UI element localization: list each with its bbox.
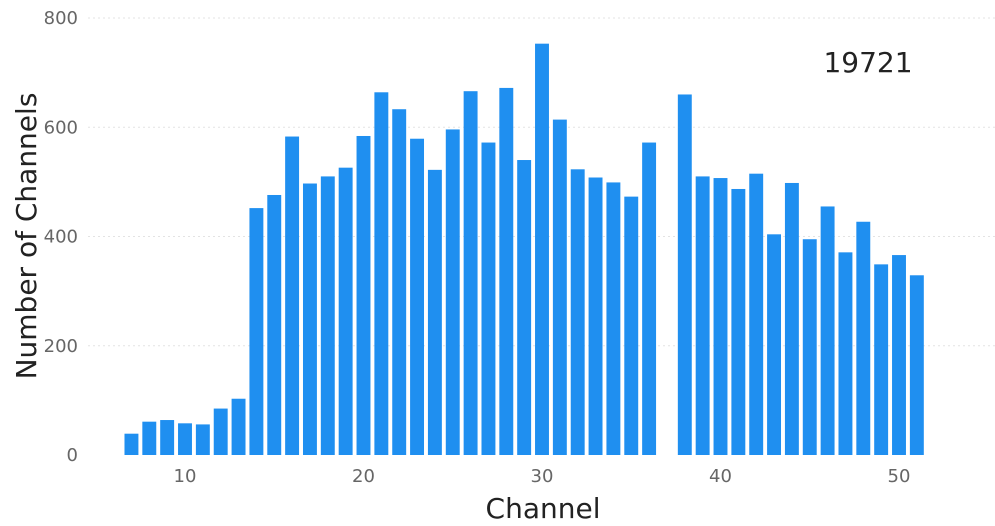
y-tick-label: 600 <box>44 117 78 138</box>
bar-channel-22 <box>392 109 407 455</box>
x-axis-ticks: 10 20 30 40 50 <box>174 466 911 487</box>
bar-channel-38 <box>677 94 692 455</box>
bar-channel-23 <box>410 138 425 455</box>
bar-channel-17 <box>302 183 317 456</box>
bar-channel-7 <box>124 433 139 455</box>
bar-channel-15 <box>267 194 282 456</box>
x-tick-label: 30 <box>531 466 554 487</box>
bar-channel-24 <box>427 169 442 456</box>
bar-channel-34 <box>606 182 621 455</box>
bar-channel-51 <box>909 275 924 455</box>
bar-channel-25 <box>445 129 460 455</box>
bar-channel-50 <box>892 255 906 455</box>
bar-channel-42 <box>749 173 764 455</box>
annotation-total: 19721 <box>823 46 912 79</box>
bar-channel-12 <box>213 408 228 455</box>
bar-channel-16 <box>285 136 300 455</box>
bar-channel-14 <box>249 208 264 455</box>
bar-channel-36 <box>642 142 657 456</box>
bar-channel-28 <box>499 87 514 456</box>
bar-channel-31 <box>552 119 567 455</box>
bar-channel-19 <box>338 167 353 456</box>
bar-channel-18 <box>320 176 335 455</box>
bar-channel-41 <box>731 188 746 455</box>
bar-channel-46 <box>820 206 835 455</box>
y-tick-label: 400 <box>44 227 78 248</box>
y-tick-label: 800 <box>44 8 78 29</box>
bar-channel-10 <box>178 423 192 455</box>
bar-channel-11 <box>195 424 210 455</box>
y-tick-label: 0 <box>67 445 78 466</box>
bar-channel-48 <box>856 221 871 455</box>
bar-channel-47 <box>838 252 853 455</box>
bar-channel-33 <box>588 177 603 455</box>
bar-channel-43 <box>767 234 782 455</box>
bar-channel-27 <box>481 142 496 456</box>
y-axis-title: Number of Channels <box>10 93 43 380</box>
y-tick-label: 200 <box>44 336 78 357</box>
bar-channel-20 <box>356 135 371 456</box>
bar-channel-29 <box>517 160 532 455</box>
bar-channel-49 <box>874 264 889 455</box>
bar-channel-26 <box>463 91 478 455</box>
bar-channel-35 <box>624 196 639 455</box>
x-tick-label: 10 <box>174 466 197 487</box>
bar-channel-8 <box>142 421 157 455</box>
bar-channel-9 <box>160 420 175 455</box>
x-tick-label: 50 <box>888 466 911 487</box>
bar-channel-44 <box>784 182 799 455</box>
bar-channel-13 <box>231 398 246 455</box>
y-axis-ticks: 0 200 400 600 800 <box>44 8 78 466</box>
x-tick-label: 20 <box>352 466 375 487</box>
bar-channel-32 <box>570 169 585 455</box>
bar-channel-39 <box>695 176 710 455</box>
bar-channel-21 <box>374 92 389 455</box>
bar-channel-40 <box>713 178 728 455</box>
x-axis-title: Channel <box>486 492 601 525</box>
bar-channel-45 <box>802 239 817 455</box>
bar-channel-30 <box>535 43 549 456</box>
x-tick-label: 40 <box>709 466 732 487</box>
bar-series <box>124 43 924 456</box>
